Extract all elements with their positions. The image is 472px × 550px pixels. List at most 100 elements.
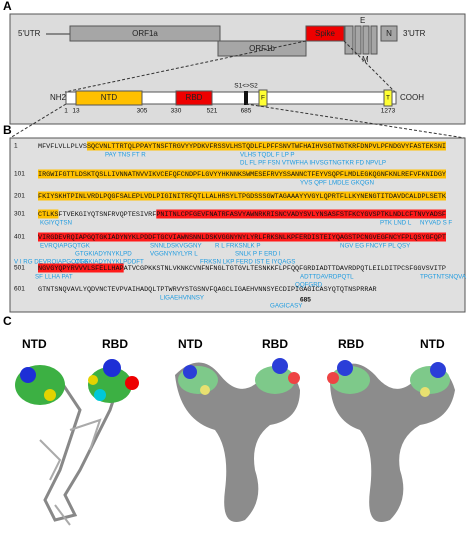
view-label: RBD — [338, 337, 364, 351]
rbd-label: RBD — [186, 93, 203, 102]
line-start: 1 — [14, 143, 18, 150]
epitope: FRKSN LKP FERD IST E IYQAGS — [200, 259, 295, 266]
panel-label: A — [3, 0, 12, 13]
sequence: FKIYSKHTPINLVRDLPQGFSALEPLVDLPIGINITRFQT… — [38, 193, 446, 200]
line-start: 201 — [14, 193, 25, 200]
domain-highlight — [38, 263, 124, 273]
orf-box — [362, 25, 370, 55]
position: 305 — [137, 108, 148, 115]
epitope: GAGICASY — [270, 303, 302, 310]
epitope: YVS QPF LMDLE GKQGN — [300, 180, 374, 187]
line-start: 401 — [14, 234, 25, 241]
m-label: M — [362, 55, 369, 64]
position: 1 — [64, 108, 68, 115]
domain-highlight — [86, 141, 447, 151]
sequence: IRGWIFGTTLDSKTQSLLIVNNATNVVIKVCEFQFCNDPF… — [38, 171, 446, 178]
orf-box — [354, 25, 362, 55]
epitope: KGIYQTSN — [40, 220, 72, 227]
rbd-box — [175, 90, 213, 106]
epitope: V I RG DEVRQIAPGQTGK — [14, 259, 89, 266]
line-start: 601 — [14, 286, 25, 293]
orf1b: ORF1b — [249, 44, 275, 53]
sequence: CTLKSFTVEKGIYQTSNFRVQPTESIVRFPNITNLCPFGE… — [38, 211, 446, 218]
sequence: MFVFLVLLPLVSSQCVNLTTRTQLPPAYTNSFTRGVYYPD… — [38, 143, 446, 150]
n-label: N — [386, 29, 392, 38]
utr5: 5'UTR — [18, 29, 41, 38]
epitope: QTGKIADYNYKLPDDFT — [75, 259, 144, 266]
surface-structure — [175, 358, 300, 522]
domain-highlight — [156, 209, 446, 219]
orf1a: ORF1a — [132, 29, 158, 38]
orf-box — [370, 25, 378, 55]
sequence: GTNTSNQVAVLYQDVNCTEVPVAIHADQLTPTWRVYSTGS… — [38, 286, 377, 293]
orf1b-box — [217, 40, 307, 57]
panel-label: C — [3, 314, 12, 328]
sequence: VIRGDEVRQIAPGQTGKIADYNYKLPDDFTGCVIAWNSNN… — [38, 234, 446, 241]
epitope: NGV EG FNCYF PL QSY — [340, 243, 410, 250]
position: 685 — [241, 108, 252, 115]
zoom-line — [343, 40, 396, 93]
line-start: 501 — [14, 265, 25, 272]
view-label: RBD — [262, 337, 288, 351]
protein-bar — [65, 91, 397, 105]
spike: Spike — [315, 29, 336, 38]
epitope: LIGAEHVNNSY — [160, 295, 204, 302]
orf-box — [344, 25, 354, 55]
epitope: R L FRKSNLK P — [215, 243, 261, 250]
nh2: NH2 — [50, 93, 67, 102]
epitope: GTGKIADYNYKLPD — [75, 251, 132, 258]
view-label: NTD — [178, 337, 203, 351]
e-label: E — [360, 16, 365, 25]
epitope: TPGTNTSNQVA — [420, 274, 467, 281]
domain-highlight — [38, 191, 446, 201]
panel-b-box — [9, 137, 466, 313]
epitope: SF LLHA PAT — [35, 274, 73, 281]
view-label: NTD — [420, 337, 445, 351]
epitope: NYVAD S F — [420, 220, 452, 227]
epitope: EVRQIAPGQTGK — [40, 243, 91, 250]
surface-structure — [327, 360, 455, 522]
sequence: NGVGYQPYRVVVLSFELLHAPATVCGPKKSTNLVKNKCVN… — [38, 265, 446, 272]
fusion-box — [258, 89, 268, 107]
spike-box — [305, 25, 345, 42]
ntd-box — [75, 90, 143, 106]
ntd-label: NTD — [101, 93, 118, 102]
epitope: VLHS TQDL F LP P — [240, 152, 295, 159]
position: 330 — [171, 108, 182, 115]
utr3: 3'UTR — [403, 29, 426, 38]
sequence-group: 1 MFVFLVLLPLVSSQCVNLTTRTQLPPAYTNSFTRGVYYP… — [14, 141, 467, 310]
zoom-line — [9, 103, 67, 139]
tm-box — [383, 89, 393, 107]
view-label: NTD — [22, 337, 47, 351]
orf1a-box — [69, 25, 221, 42]
epitope: SNLK P F ERD I — [235, 251, 281, 258]
sequence-end: 685 — [300, 297, 311, 304]
epitope: PTK LND L — [380, 220, 412, 227]
view-label: RBD — [102, 337, 128, 351]
epitope: SNNLDSKVGGNY — [150, 243, 202, 250]
domain-highlight — [38, 169, 446, 179]
cooh: COOH — [400, 93, 424, 102]
panel-label: B — [3, 123, 12, 137]
epitope: PAY TNS FT R — [105, 152, 146, 159]
zoom-line — [64, 40, 307, 93]
epitope: VGGNYNYLYR L — [150, 251, 198, 258]
tm-label: T — [386, 95, 390, 102]
position: 13 — [72, 108, 80, 115]
zoom-line — [245, 103, 466, 139]
domain-highlight — [38, 232, 446, 242]
ribbon-structure — [15, 359, 139, 526]
cleavage-label: S1<>S2 — [234, 83, 258, 90]
epitope: ADTTDAVRDPQTL — [300, 274, 354, 281]
domain-highlight — [38, 209, 59, 219]
epitope: DL FL PF FSN VTWFHA IHVSGTNGTKR FD NPVLP — [240, 160, 386, 167]
position: 521 — [207, 108, 218, 115]
line-start: 101 — [14, 171, 25, 178]
cleavage-mark — [244, 91, 248, 105]
n-box — [380, 25, 398, 42]
epitope: QQFGRD — [295, 282, 323, 289]
line-start: 301 — [14, 211, 25, 218]
fusion-label: F — [261, 95, 265, 102]
